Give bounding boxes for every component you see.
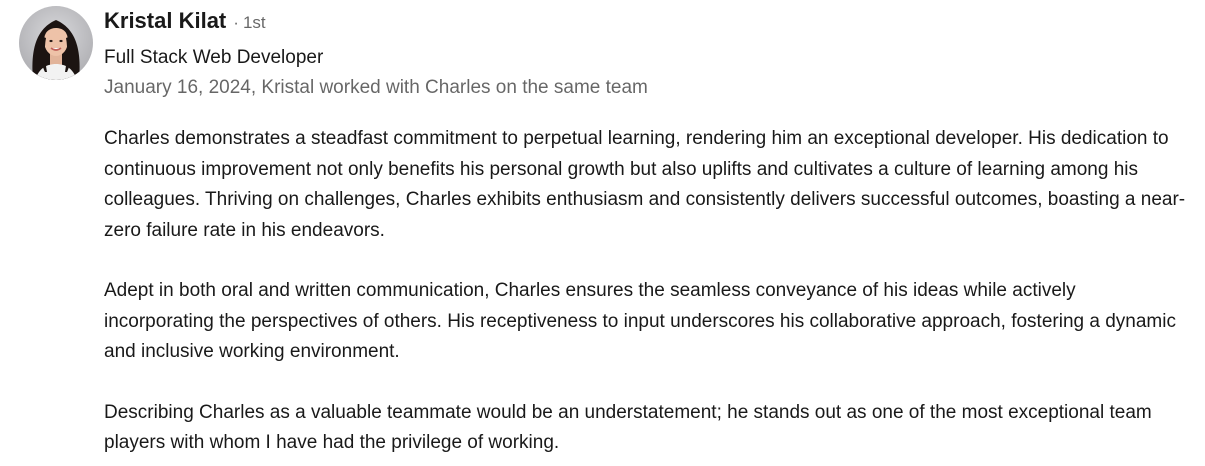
recommendation-paragraph: Charles demonstrates a steadfast commitm… [104, 128, 1186, 241]
name-row: Kristal Kilat · 1st [104, 8, 1195, 42]
recommender-headline: Full Stack Web Developer [104, 47, 324, 68]
connection-degree-badge: · 1st [233, 13, 265, 33]
recommendation-paragraph: Describing Charles as a valuable teammat… [104, 401, 1152, 454]
person-photo-icon [19, 6, 93, 80]
recommendation-paragraph: Adept in both oral and written communica… [104, 280, 1176, 362]
profile-photo-avatar[interactable] [19, 6, 93, 80]
recommendation-text: Charles demonstrates a steadfast commitm… [104, 124, 1189, 466]
degree-separator: · [233, 13, 239, 32]
recommender-header: Kristal Kilat · 1st Full Stack Web Develo… [104, 8, 1195, 103]
connection-degree: 1st [242, 13, 266, 32]
recommendation-relationship: January 16, 2024, Kristal worked with Ch… [104, 77, 648, 98]
recommender-name-link[interactable]: Kristal Kilat [104, 8, 227, 33]
